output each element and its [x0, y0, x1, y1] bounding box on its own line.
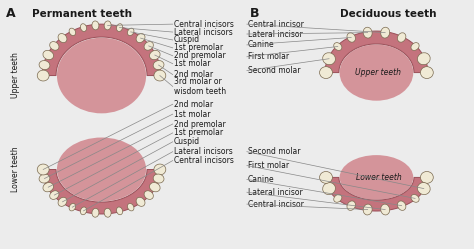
Ellipse shape — [411, 43, 419, 51]
Ellipse shape — [117, 24, 123, 31]
Text: 3rd molar or
wisdom teeth: 3rd molar or wisdom teeth — [173, 77, 226, 96]
Ellipse shape — [43, 183, 54, 192]
Ellipse shape — [149, 50, 160, 60]
Ellipse shape — [92, 208, 99, 217]
Ellipse shape — [144, 191, 154, 199]
Text: Canine: Canine — [248, 175, 274, 184]
Text: Lateral incisor: Lateral incisor — [248, 188, 302, 197]
Ellipse shape — [339, 155, 413, 200]
Ellipse shape — [57, 38, 146, 113]
Text: B: B — [250, 7, 259, 20]
Ellipse shape — [418, 53, 430, 65]
Ellipse shape — [128, 203, 134, 211]
Text: Cuspid: Cuspid — [173, 35, 200, 45]
Ellipse shape — [104, 208, 111, 217]
Ellipse shape — [37, 164, 49, 175]
Text: Upper teeth: Upper teeth — [356, 68, 401, 77]
Ellipse shape — [81, 24, 87, 31]
Ellipse shape — [319, 172, 332, 183]
Text: Lateral incisor: Lateral incisor — [248, 30, 302, 39]
Text: Central incisors: Central incisors — [173, 156, 234, 165]
Ellipse shape — [136, 34, 145, 43]
Text: Lateral incisors: Lateral incisors — [173, 28, 232, 37]
Ellipse shape — [117, 207, 123, 215]
Polygon shape — [42, 24, 161, 75]
Ellipse shape — [347, 201, 356, 210]
Text: First molar: First molar — [248, 52, 289, 61]
Polygon shape — [325, 177, 428, 211]
Text: 1st molar: 1st molar — [173, 110, 210, 119]
Ellipse shape — [43, 50, 54, 60]
Text: Permanent teeth: Permanent teeth — [32, 9, 132, 19]
Ellipse shape — [323, 183, 336, 194]
Text: Second molar: Second molar — [248, 147, 301, 156]
Text: 1st premolar: 1st premolar — [173, 128, 223, 137]
Ellipse shape — [39, 61, 50, 69]
Text: Lower teeth: Lower teeth — [356, 173, 401, 182]
Text: 2nd molar: 2nd molar — [173, 100, 213, 109]
Text: 1st molar: 1st molar — [173, 59, 210, 68]
Ellipse shape — [69, 28, 75, 36]
Text: Lower teeth: Lower teeth — [10, 147, 19, 192]
Text: Canine: Canine — [248, 40, 274, 49]
Text: First molar: First molar — [248, 161, 289, 170]
Ellipse shape — [334, 194, 342, 202]
Text: 2nd premolar: 2nd premolar — [173, 120, 226, 128]
Ellipse shape — [104, 21, 111, 30]
Ellipse shape — [50, 191, 59, 199]
Text: Cuspid: Cuspid — [173, 137, 200, 146]
Ellipse shape — [397, 201, 406, 210]
Ellipse shape — [58, 34, 67, 43]
Ellipse shape — [39, 174, 50, 183]
Text: Central incisor: Central incisor — [248, 200, 304, 209]
Ellipse shape — [69, 203, 75, 211]
Text: Central incisor: Central incisor — [248, 20, 304, 29]
Text: Central incisors: Central incisors — [173, 20, 234, 29]
Ellipse shape — [420, 67, 433, 78]
Ellipse shape — [323, 53, 336, 65]
Ellipse shape — [50, 42, 59, 50]
Ellipse shape — [411, 194, 419, 202]
Text: Deciduous teeth: Deciduous teeth — [340, 9, 437, 19]
Ellipse shape — [381, 27, 390, 38]
Text: 2nd molar: 2nd molar — [173, 70, 213, 79]
Ellipse shape — [363, 204, 372, 215]
Ellipse shape — [347, 33, 356, 42]
Ellipse shape — [57, 137, 146, 201]
Ellipse shape — [397, 33, 406, 42]
Text: 1st premolar: 1st premolar — [173, 43, 223, 52]
Ellipse shape — [154, 164, 166, 175]
Ellipse shape — [363, 27, 372, 38]
Ellipse shape — [128, 28, 134, 36]
Ellipse shape — [420, 172, 433, 183]
Ellipse shape — [334, 43, 342, 51]
Ellipse shape — [136, 197, 145, 206]
Ellipse shape — [418, 183, 430, 194]
Ellipse shape — [144, 42, 154, 50]
Ellipse shape — [81, 207, 87, 215]
Ellipse shape — [339, 45, 413, 101]
Text: A: A — [6, 7, 15, 20]
Ellipse shape — [381, 204, 390, 215]
Text: Lateral incisors: Lateral incisors — [173, 147, 232, 156]
Ellipse shape — [153, 174, 164, 183]
Polygon shape — [325, 31, 428, 73]
Text: 2nd premolar: 2nd premolar — [173, 51, 226, 60]
Ellipse shape — [92, 21, 99, 30]
Ellipse shape — [149, 183, 160, 192]
Text: Upper teeth: Upper teeth — [10, 53, 19, 99]
Text: Second molar: Second molar — [248, 66, 301, 75]
Ellipse shape — [319, 67, 332, 78]
Ellipse shape — [154, 70, 166, 81]
Ellipse shape — [37, 70, 49, 81]
Polygon shape — [42, 170, 161, 214]
Ellipse shape — [153, 61, 164, 69]
Ellipse shape — [58, 197, 67, 206]
